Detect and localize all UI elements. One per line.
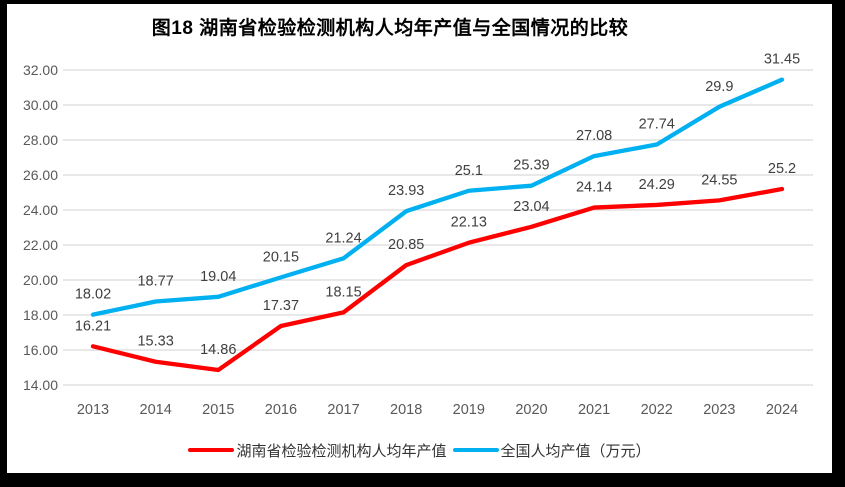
- chart-legend: 湖南省检验检测机构人均年产值 全国人均产值（万元）: [7, 439, 832, 461]
- x-axis-tick-label: 2024: [766, 402, 798, 418]
- legend-line-red-icon: [188, 447, 235, 453]
- x-axis-tick-label: 2013: [77, 402, 109, 418]
- x-axis-tick-label: 2021: [578, 402, 610, 418]
- x-axis-tick-label: 2015: [202, 402, 234, 418]
- legend-label-national: 全国人均产值（万元）: [500, 442, 651, 460]
- x-axis-tick-label: 2018: [390, 402, 422, 418]
- x-axis-tick-label: 2023: [703, 402, 735, 418]
- data-label: 20.15: [263, 249, 299, 265]
- data-label: 29.9: [705, 79, 733, 95]
- data-label: 24.55: [701, 172, 737, 188]
- x-axis-tick-label: 2019: [453, 402, 485, 418]
- x-axis-tick-label: 2017: [327, 402, 359, 418]
- x-axis-tick-label: 2016: [265, 402, 297, 418]
- x-axis-tick-label: 2022: [641, 402, 673, 418]
- legend-item-hunan: 湖南省检验检测机构人均年产值: [188, 440, 447, 461]
- data-label: 24.14: [576, 180, 612, 196]
- data-label: 24.29: [639, 177, 675, 193]
- legend-item-national: 全国人均产值（万元）: [452, 440, 651, 461]
- y-axis-tick-label: 28.00: [23, 132, 58, 148]
- legend-line-blue-icon: [452, 447, 499, 453]
- data-label: 18.15: [325, 284, 361, 300]
- data-label: 23.04: [513, 199, 549, 215]
- data-label: 27.08: [576, 128, 612, 144]
- data-label: 23.93: [388, 183, 424, 199]
- x-axis-tick-label: 2020: [515, 402, 547, 418]
- frame-border-right: [832, 0, 845, 487]
- data-label: 17.37: [263, 298, 299, 314]
- y-axis-tick-label: 18.00: [23, 307, 58, 323]
- data-label: 31.45: [764, 52, 800, 68]
- data-label: 27.74: [639, 117, 675, 133]
- data-label: 21.24: [325, 230, 361, 246]
- data-label: 18.77: [137, 274, 173, 290]
- y-axis-tick-label: 14.00: [23, 377, 58, 393]
- data-label: 25.1: [455, 163, 483, 179]
- y-axis-tick-label: 24.00: [23, 202, 58, 218]
- y-axis-tick-label: 20.00: [23, 272, 58, 288]
- data-label: 16.21: [75, 318, 111, 334]
- frame-border-bottom: [0, 473, 845, 487]
- frame-border-top: [0, 0, 845, 4]
- data-label: 25.2: [768, 161, 796, 177]
- data-label: 15.33: [137, 334, 173, 350]
- legend-label-hunan: 湖南省检验检测机构人均年产值: [236, 442, 447, 460]
- data-label: 22.13: [451, 215, 487, 231]
- y-axis-tick-label: 16.00: [23, 342, 58, 358]
- frame-border-left: [0, 0, 7, 487]
- y-axis-tick-label: 32.00: [23, 62, 58, 78]
- data-label: 14.86: [200, 342, 236, 358]
- chart-title: 图18 湖南省检验检测机构人均年产值与全国情况的比较: [151, 18, 629, 39]
- data-label: 25.39: [513, 158, 549, 174]
- y-axis-tick-label: 30.00: [23, 97, 58, 113]
- y-axis-tick-label: 22.00: [23, 237, 58, 253]
- data-label: 20.85: [388, 237, 424, 253]
- data-label: 19.04: [200, 269, 236, 285]
- series-line: [90, 186, 785, 373]
- x-axis-tick-label: 2014: [140, 402, 172, 418]
- series-line: [90, 77, 785, 317]
- data-label: 18.02: [75, 287, 111, 303]
- y-axis-tick-label: 26.00: [23, 167, 58, 183]
